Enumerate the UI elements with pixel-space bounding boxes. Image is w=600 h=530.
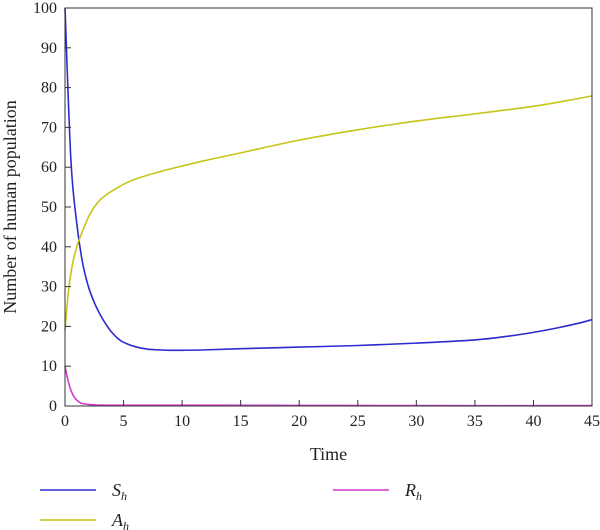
axis-ticks: 0 5 10 15 20 25 30 35 40 45 0 10 20 30 40 50 60 70 80 90 100 [33,0,600,430]
legend-label: Sh [112,480,127,503]
y-tick-label: 50 [41,199,57,216]
x-tick-label: 35 [467,413,483,430]
series-lines [64,7,593,407]
x-tick-label: 10 [174,413,190,430]
y-tick-label: 100 [33,0,57,17]
y-axis-title: Number of human population [0,100,20,313]
y-tick-label: 90 [41,40,57,57]
y-tick-label: 70 [41,119,57,136]
x-axis-title: Time [310,444,347,464]
x-tick-label: 0 [61,413,69,430]
legend-item-rh: Rh [333,480,422,503]
x-tick-label: 20 [291,413,307,430]
y-tick-label: 30 [41,279,57,296]
series-line-ah [64,95,593,331]
y-tick-label: 80 [41,80,57,97]
x-tick-label: 25 [350,413,366,430]
legend-label: Rh [404,480,422,503]
legend: Sh Ah Rh [40,480,422,530]
y-tick-label: 20 [41,318,57,335]
series-line-rh [64,366,593,407]
x-tick-label: 40 [525,413,541,430]
series-line-sh [64,7,593,352]
y-tick-label: 40 [41,239,57,256]
legend-item-ah: Ah [40,510,129,530]
x-tick-label: 15 [233,413,249,430]
legend-item-sh: Sh [40,480,127,503]
x-tick-label: 5 [120,413,128,430]
y-tick-label: 10 [41,358,57,375]
y-tick-label: 0 [49,398,57,415]
y-tick-label: 60 [41,159,57,176]
legend-label: Ah [111,510,129,530]
x-tick-label: 45 [584,413,600,430]
x-tick-label: 30 [408,413,424,430]
